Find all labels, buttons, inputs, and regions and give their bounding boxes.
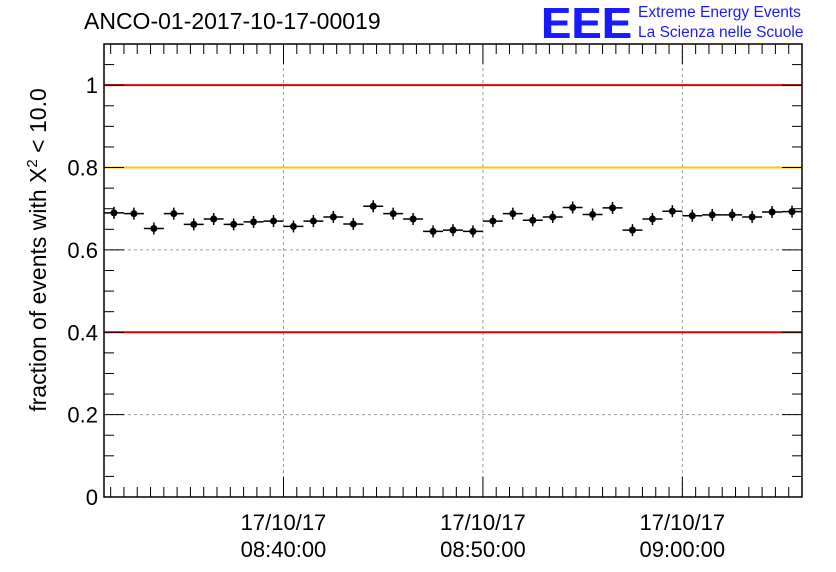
- data-point: [243, 215, 264, 228]
- data-point: [203, 213, 224, 226]
- y-tick-label: 1: [86, 73, 98, 98]
- data-marker: [449, 226, 457, 234]
- axes: [103, 43, 803, 498]
- data-points: [104, 200, 802, 238]
- data-point: [303, 215, 324, 228]
- data-marker: [170, 210, 178, 218]
- data-point: [363, 200, 384, 213]
- data-point: [104, 206, 124, 219]
- eee-logo: EEE Extreme Energy Events La Scienza nel…: [541, 2, 804, 46]
- data-marker: [409, 215, 417, 223]
- data-marker: [668, 207, 676, 215]
- data-point: [263, 215, 284, 228]
- data-point: [582, 208, 603, 221]
- data-point: [163, 207, 184, 220]
- data-point: [702, 208, 723, 221]
- y-tick-label: 0.4: [67, 320, 98, 345]
- data-marker: [688, 212, 696, 220]
- data-marker: [230, 220, 238, 228]
- data-marker: [190, 220, 198, 228]
- data-marker: [609, 204, 617, 212]
- chart-title: ANCO-01-2017-10-17-00019: [84, 8, 381, 34]
- data-marker: [289, 222, 297, 230]
- plot-frame: [103, 43, 803, 498]
- data-point: [403, 213, 424, 226]
- data-point: [642, 213, 663, 226]
- data-marker: [349, 220, 357, 228]
- data-marker: [788, 208, 796, 216]
- data-point: [622, 224, 643, 237]
- data-marker: [309, 217, 317, 225]
- data-point: [522, 214, 543, 227]
- data-marker: [589, 210, 597, 218]
- data-marker: [728, 211, 736, 219]
- x-tick-label-time: 08:40:00: [241, 537, 327, 562]
- data-point: [602, 201, 623, 214]
- data-point: [323, 210, 344, 223]
- data-point: [123, 207, 144, 220]
- logo-line-1: Extreme Energy Events: [638, 4, 801, 21]
- data-marker: [648, 215, 656, 223]
- data-marker: [768, 208, 776, 216]
- x-tick-label-date: 17/10/17: [440, 510, 526, 535]
- x-tick-label-date: 17/10/17: [241, 510, 327, 535]
- data-point: [283, 220, 304, 233]
- data-point: [183, 218, 204, 231]
- y-tick-label: 0.6: [67, 238, 98, 263]
- data-marker: [270, 217, 278, 225]
- data-point: [343, 217, 364, 230]
- data-point: [502, 207, 523, 220]
- eee-logo-text: Extreme Energy Events La Scienza nelle S…: [638, 3, 803, 43]
- data-marker: [250, 218, 258, 226]
- data-marker: [369, 202, 377, 210]
- y-tick-label: 0: [86, 485, 98, 510]
- x-tick-label-time: 08:50:00: [440, 537, 526, 562]
- data-point: [482, 215, 503, 228]
- reference-lines: [104, 84, 802, 334]
- data-point: [782, 205, 802, 218]
- data-marker: [569, 203, 577, 211]
- data-marker: [529, 216, 537, 224]
- data-marker: [210, 215, 218, 223]
- data-point: [423, 225, 444, 238]
- data-marker: [549, 213, 557, 221]
- data-point: [662, 205, 683, 218]
- data-marker: [489, 217, 497, 225]
- x-tick-label-time: 09:00:00: [640, 537, 726, 562]
- data-point: [443, 224, 463, 237]
- logo-line-2: La Scienza nelle Scuole: [638, 24, 804, 41]
- data-point: [562, 201, 583, 214]
- data-marker: [509, 210, 517, 218]
- eee-logo-mark: EEE: [541, 0, 633, 48]
- data-marker: [429, 227, 437, 235]
- data-point: [542, 210, 563, 223]
- y-tick-label: 0.2: [67, 403, 98, 428]
- data-marker: [748, 213, 756, 221]
- data-marker: [389, 210, 397, 218]
- data-marker: [628, 226, 636, 234]
- data-marker: [469, 227, 477, 235]
- x-tick-label-date: 17/10/17: [640, 510, 726, 535]
- data-point: [462, 225, 483, 238]
- data-point: [722, 208, 743, 221]
- tick-labels: 00.20.40.60.8117/10/1708:40:0017/10/1708…: [67, 73, 725, 562]
- data-point: [383, 207, 404, 220]
- grid-layer: [104, 44, 802, 497]
- data-point: [682, 209, 703, 222]
- data-marker: [110, 209, 118, 217]
- data-point: [762, 206, 783, 219]
- y-tick-label: 0.8: [67, 156, 98, 181]
- data-marker: [150, 224, 158, 232]
- data-marker: [329, 213, 337, 221]
- data-point: [223, 218, 244, 231]
- data-point: [143, 222, 164, 235]
- data-point: [742, 210, 763, 223]
- data-marker: [130, 210, 138, 218]
- data-marker: [708, 211, 716, 219]
